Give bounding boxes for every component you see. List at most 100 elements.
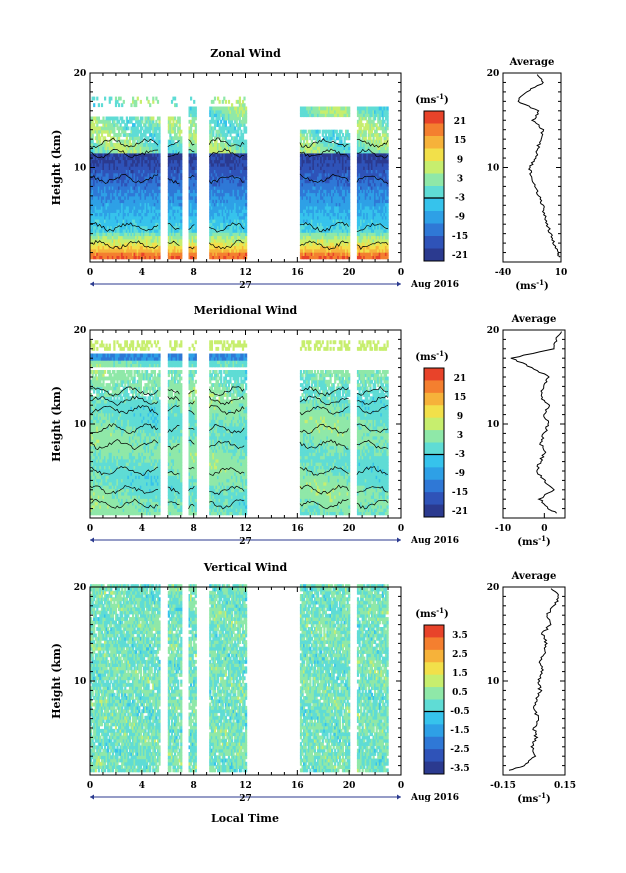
heatmap-cell — [124, 199, 127, 204]
heatmap-cell — [113, 142, 116, 147]
heatmap-cell — [108, 152, 111, 157]
heatmap-cell — [104, 96, 107, 101]
heatmap-cell — [97, 232, 100, 237]
heatmap-cell — [147, 245, 150, 250]
heatmap-cell — [118, 185, 121, 190]
heatmap-cell — [149, 225, 152, 230]
heatmap-cell — [141, 222, 144, 227]
heatmap-cell — [155, 252, 158, 256]
heatmap-cell — [96, 219, 99, 223]
heatmap-cell — [94, 189, 97, 194]
heatmap-cell — [139, 179, 142, 184]
heatmap-cell — [144, 116, 147, 121]
heatmap-cell — [178, 215, 181, 220]
heatmap-cell — [150, 126, 153, 131]
heatmap-cell — [132, 116, 135, 121]
heatmap-cell — [175, 245, 178, 250]
heatmap-cell — [97, 195, 100, 200]
heatmap-cell — [127, 169, 130, 174]
heatmap-cell — [125, 172, 128, 177]
heatmap-cell — [97, 242, 100, 247]
heatmap-cell — [177, 172, 180, 177]
heatmap-cell — [133, 255, 136, 260]
heatmap-cell — [169, 228, 172, 233]
heatmap-cell — [136, 209, 139, 213]
heatmap-cell — [170, 176, 174, 180]
heatmap-cell — [141, 248, 144, 253]
heatmap-cell — [94, 202, 97, 207]
heatmap-cell — [158, 192, 161, 197]
heatmap-cell — [153, 232, 156, 237]
heatmap-cell — [167, 238, 170, 243]
heatmap-cell — [113, 169, 116, 174]
heatmap-cell — [111, 185, 114, 190]
heatmap-cell — [135, 162, 138, 167]
heatmap-cell — [111, 162, 114, 167]
heatmap-cell — [116, 99, 119, 104]
heatmap-cell — [133, 212, 136, 217]
heatmap-cell — [153, 162, 156, 167]
heatmap-cell — [155, 172, 158, 177]
heatmap-cell — [94, 225, 97, 230]
heatmap-cell — [133, 228, 136, 233]
heatmap-cell — [147, 235, 150, 240]
heatmap-cell — [130, 172, 133, 177]
heatmap-cell — [124, 192, 127, 197]
heatmap-cell — [97, 219, 100, 223]
heatmap-cell — [125, 209, 128, 213]
heatmap-cell — [108, 209, 111, 213]
heatmap-cell — [124, 252, 127, 256]
heatmap-cell — [174, 149, 177, 154]
heatmap-cell — [169, 159, 172, 164]
heatmap-cell — [175, 142, 178, 147]
heatmap-cell — [96, 228, 99, 233]
heatmap-cell — [114, 245, 118, 250]
heatmap-cell — [169, 129, 172, 134]
heatmap-cell — [141, 179, 144, 184]
heatmap-cell — [227, 99, 231, 104]
heatmap-cell — [110, 248, 113, 253]
heatmap-cell — [174, 103, 177, 108]
heatmap-cell — [175, 212, 178, 217]
heatmap-cell — [175, 152, 178, 157]
heatmap-cell — [125, 205, 128, 210]
heatmap-cell — [124, 123, 127, 127]
heatmap-cell — [170, 245, 174, 250]
heatmap-cell — [150, 212, 153, 217]
heatmap-cell — [153, 222, 156, 227]
heatmap-cell — [152, 199, 155, 204]
heatmap-cell — [121, 159, 124, 164]
heatmap-cell — [169, 192, 172, 197]
heatmap-cell — [104, 142, 107, 147]
heatmap-cell — [108, 205, 111, 210]
heatmap-cell — [170, 162, 174, 167]
heatmap-cell — [174, 245, 177, 250]
heatmap-cell — [116, 126, 119, 131]
heatmap-cell — [107, 133, 110, 137]
heatmap-cell — [155, 179, 158, 184]
heatmap-cell — [167, 176, 170, 180]
heatmap-cell — [108, 225, 111, 230]
heatmap-cell — [102, 219, 105, 223]
heatmap-cell — [152, 149, 155, 154]
heatmap-cell — [174, 252, 177, 256]
heatmap-cell — [105, 189, 108, 194]
heatmap-cell — [141, 133, 144, 137]
heatmap-cell — [156, 202, 160, 207]
heatmap-cell — [135, 222, 138, 227]
heatmap-cell — [97, 252, 100, 256]
heatmap-cell — [153, 215, 156, 220]
heatmap-cell — [125, 142, 128, 147]
heatmap-cell — [152, 159, 155, 164]
heatmap-cell — [121, 228, 124, 233]
heatmap-cell — [177, 195, 180, 200]
heatmap-cell — [178, 245, 181, 250]
heatmap-cell — [167, 222, 170, 227]
heatmap-cell — [102, 159, 105, 164]
heatmap-cell — [104, 228, 107, 233]
heatmap-cell — [121, 179, 124, 184]
heatmap-cell — [130, 238, 133, 243]
heatmap-cell — [124, 225, 127, 230]
heatmap-cell — [146, 232, 149, 237]
heatmap-cell — [96, 133, 99, 137]
